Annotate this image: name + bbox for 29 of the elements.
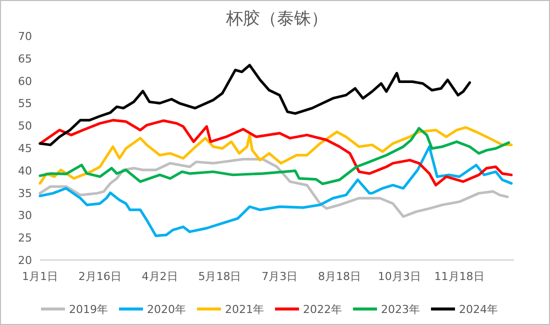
y-tick-label: 65: [18, 52, 32, 66]
y-tick-label: 50: [18, 120, 32, 133]
y-tick-label: 70: [18, 30, 32, 43]
x-tick-label: 8月18日: [318, 270, 362, 283]
legend-label: 2020年: [147, 303, 186, 316]
y-tick-label: 20: [18, 254, 32, 267]
y-tick-label: 25: [18, 232, 32, 245]
legend-label: 2019年: [69, 303, 108, 316]
x-tick-label: 10月3日: [378, 270, 421, 283]
line-series: [38, 145, 513, 238]
y-tick-label: 45: [18, 142, 32, 155]
y-tick-label: 55: [18, 97, 32, 110]
y-tick-label: 35: [18, 186, 32, 200]
x-tick-label: 4月2日: [142, 270, 178, 283]
line-series: [38, 158, 509, 218]
x-tick-label: 2月16日: [78, 270, 122, 283]
chart-title: 杯胶（泰铢）: [225, 9, 328, 29]
legend-label: 2021年: [225, 303, 264, 316]
y-tick-label: 40: [18, 164, 32, 178]
legend-label: 2022年: [303, 303, 342, 316]
y-tick-label: 30: [18, 209, 32, 222]
legend-label: 2024年: [459, 303, 498, 316]
line-series: [38, 64, 472, 146]
x-tick-label: 5月18日: [198, 270, 242, 283]
x-tick-label: 11月18日: [434, 270, 484, 283]
x-tick-label: 7月3日: [262, 270, 298, 283]
legend-label: 2023年: [381, 303, 420, 316]
y-tick-label: 60: [18, 74, 32, 88]
x-tick-label: 1月1日: [22, 270, 58, 283]
